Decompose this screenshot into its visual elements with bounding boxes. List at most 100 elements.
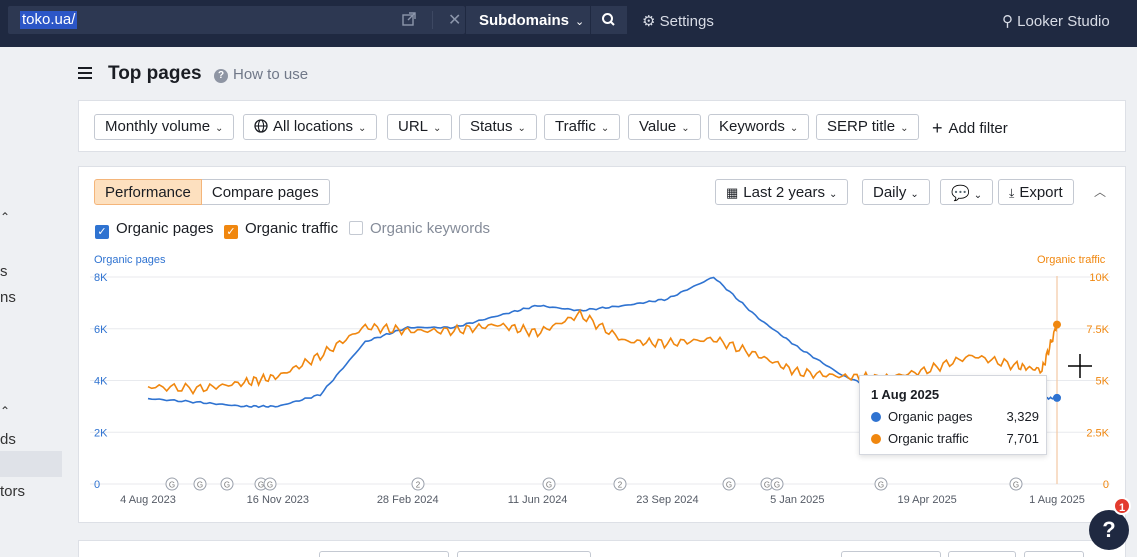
filter-status[interactable]: Status ⌄	[459, 114, 537, 140]
filter-locations[interactable]: All locations ⌄	[243, 114, 378, 140]
chevron-down-icon: ⌄	[575, 16, 585, 28]
chevron-down-icon: ⌄	[900, 123, 909, 134]
tooltip-value: 3,329	[1006, 409, 1039, 424]
annotation-marker-label: G	[258, 481, 264, 490]
looker-studio-label: Looker Studio	[1017, 13, 1110, 30]
looker-studio-icon: ⚲	[1002, 13, 1013, 30]
checkbox-organic-pages[interactable]: ✓ Organic pages	[95, 220, 214, 239]
annotation-marker-label: G	[267, 481, 273, 490]
filter-label: Traffic	[555, 118, 596, 135]
granularity-dropdown[interactable]: Daily ⌄	[862, 179, 930, 205]
left-tick-label: 2K	[94, 427, 108, 439]
date-range-dropdown[interactable]: ▦ Last 2 years ⌄	[715, 179, 849, 205]
annotation-marker-label: 2	[618, 481, 623, 490]
control-stub[interactable]	[319, 551, 449, 557]
annotation-marker-label: G	[878, 481, 884, 490]
control-stub[interactable]	[841, 551, 941, 557]
hover-point	[1053, 320, 1061, 329]
annotations-dropdown[interactable]: 💬 ⌄	[940, 179, 994, 205]
divider	[432, 11, 433, 29]
looker-studio-button[interactable]: ⚲ Looker Studio	[1002, 12, 1110, 30]
add-filter-button[interactable]: + Add filter	[932, 118, 1008, 139]
hover-point	[1053, 393, 1061, 402]
filter-label: Keywords	[719, 118, 785, 135]
chevron-down-icon: ⌄	[910, 189, 919, 200]
sidebar-item[interactable]: tors	[0, 483, 26, 500]
chevron-down-icon: ⌄	[681, 123, 690, 134]
right-axis-title: Organic traffic	[1037, 254, 1106, 266]
left-tick-label: 8K	[94, 272, 108, 284]
view-tabs: Performance Compare pages	[94, 179, 330, 205]
annotation-marker-label: G	[224, 481, 230, 490]
checkbox-checked[interactable]: ✓	[95, 225, 109, 239]
filter-keywords[interactable]: Keywords ⌄	[708, 114, 810, 140]
filter-bar: Monthly volume ⌄ All locations ⌄ URL ⌄ Stat…	[78, 100, 1126, 152]
x-tick-label: 19 Apr 2025	[897, 494, 956, 506]
chevron-down-icon: ⌄	[829, 189, 838, 200]
series-line-organic-traffic	[147, 308, 1058, 396]
sidebar-item-active[interactable]	[0, 451, 62, 477]
menu-icon[interactable]	[78, 67, 92, 82]
chevron-down-icon: ⌄	[358, 123, 367, 134]
right-tick-label: 2.5K	[1086, 427, 1109, 439]
how-to-use-label: How to use	[233, 66, 309, 83]
x-tick-label: 28 Feb 2024	[377, 494, 439, 506]
globe-icon	[254, 119, 268, 133]
checkbox-checked[interactable]: ✓	[224, 225, 238, 239]
filter-serp-title[interactable]: SERP title ⌄	[816, 114, 920, 140]
x-tick-label: 11 Jun 2024	[508, 494, 568, 506]
legend-dot	[871, 412, 881, 422]
filter-url[interactable]: URL ⌄	[387, 114, 453, 140]
comment-icon: 💬	[951, 185, 970, 202]
annotation-marker	[165, 477, 179, 491]
chevron-down-icon: ⌄	[973, 190, 983, 201]
x-tick-label: 23 Sep 2024	[636, 494, 698, 506]
tab-performance[interactable]: Performance	[94, 179, 202, 205]
gear-icon: ⚙	[642, 13, 656, 30]
x-tick-label: 1 Aug 2025	[1029, 494, 1085, 506]
chevron-down-icon: ⌄	[517, 123, 526, 134]
checkbox-organic-keywords[interactable]: Organic keywords	[349, 220, 490, 237]
export-label: Export	[1019, 184, 1063, 201]
export-button[interactable]: ⤓ Export	[998, 179, 1074, 205]
mode-dropdown[interactable]: Subdomains ⌄	[466, 6, 590, 34]
sidebar-item[interactable]: ds	[0, 431, 16, 448]
left-tick-label: 0	[94, 479, 100, 491]
sidebar-item[interactable]: s	[0, 263, 8, 280]
chevron-up-icon[interactable]: ︿	[1094, 185, 1107, 199]
how-to-use-link[interactable]: ? How to use	[214, 66, 308, 83]
annotation-marker-label: G	[774, 481, 780, 490]
checkbox-unchecked[interactable]	[349, 221, 363, 235]
search-button[interactable]	[591, 6, 627, 34]
control-stub[interactable]	[457, 551, 591, 557]
chevron-down-icon: ⌄	[215, 123, 224, 134]
date-range-label: Last 2 years	[743, 184, 826, 201]
right-tick-label: 10K	[1089, 272, 1109, 284]
control-stub[interactable]	[1024, 551, 1084, 557]
close-icon[interactable]: ✕	[448, 12, 462, 29]
left-tick-label: 4K	[94, 376, 108, 388]
legend-dot	[871, 434, 881, 444]
calendar-icon: ▦	[726, 185, 739, 200]
url-text[interactable]: toko.ua/	[20, 11, 78, 29]
annotation-marker	[770, 477, 784, 491]
search-icon	[602, 13, 615, 26]
tab-compare-pages[interactable]: Compare pages	[201, 179, 330, 205]
settings-button[interactable]: ⚙ Settings	[642, 12, 714, 30]
url-input[interactable]: toko.ua/ ✕	[8, 6, 465, 34]
sidebar-collapse-icon[interactable]: ⌃	[0, 210, 11, 224]
sidebar-collapse-icon[interactable]: ⌃	[0, 404, 11, 418]
sidebar-item[interactable]: ns	[0, 289, 16, 306]
help-button[interactable]: ?	[1089, 510, 1129, 550]
filter-value[interactable]: Value ⌄	[628, 114, 701, 140]
tooltip-label: Organic traffic	[888, 431, 969, 446]
granularity-label: Daily	[873, 184, 907, 201]
control-stub[interactable]	[948, 551, 1016, 557]
checkbox-organic-traffic[interactable]: ✓ Organic traffic	[224, 220, 338, 239]
filter-traffic[interactable]: Traffic ⌄	[544, 114, 621, 140]
open-external-icon[interactable]	[402, 12, 416, 26]
chevron-down-icon: ⌄	[789, 123, 799, 134]
filter-label: All locations	[273, 118, 354, 135]
filter-monthly-volume[interactable]: Monthly volume ⌄	[94, 114, 235, 140]
